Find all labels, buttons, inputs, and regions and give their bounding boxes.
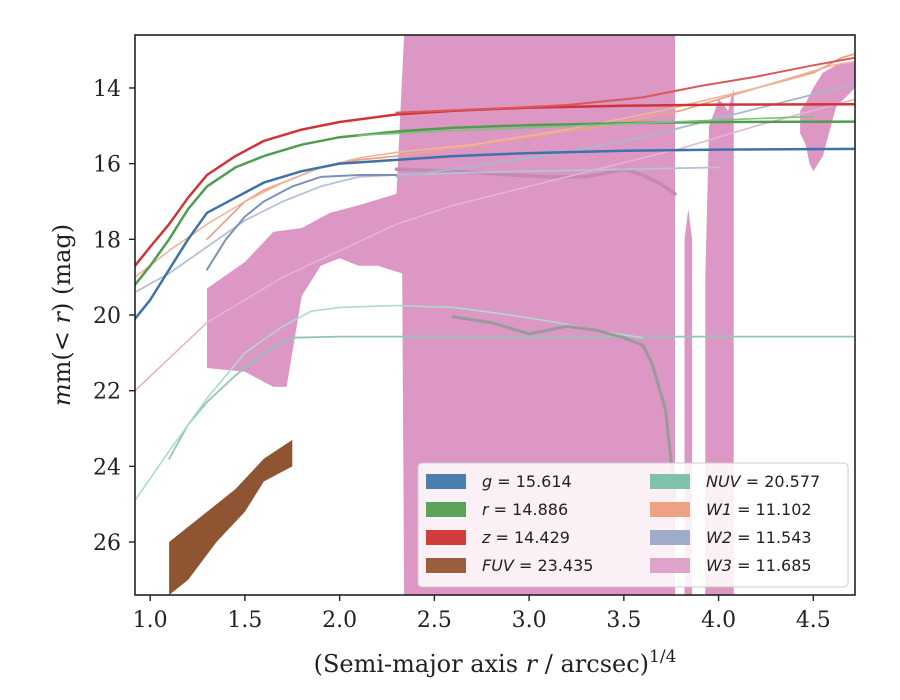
legend: g = 15.614 r = 14.886 z = 14.429 FUV = 23.4… <box>417 462 849 588</box>
x-axis-label: (Semi-major axis r / arcsec)1/4 <box>314 647 677 678</box>
x-tick-label: 2.5 <box>417 608 452 633</box>
band-w3-0 <box>207 35 855 595</box>
legend-swatch-w3 <box>650 558 690 573</box>
legend-swatch-nuv <box>650 474 690 489</box>
legend-label-w2: W2 = 11.543 <box>706 528 812 547</box>
y-tick-label: 24 <box>93 455 121 480</box>
x-tick-label: 3.5 <box>606 608 641 633</box>
x-tick-label: 2.0 <box>322 608 357 633</box>
line-w3-6 <box>135 98 855 392</box>
legend-swatch-w1 <box>650 502 690 517</box>
legend-swatch-z <box>426 530 466 545</box>
legend-swatch-fuv <box>426 558 466 573</box>
legend-swatch-r <box>426 502 466 517</box>
legend-label-z: z = 14.429 <box>481 528 570 547</box>
band-fuv-1 <box>169 439 293 595</box>
legend-frame <box>417 462 849 588</box>
legend-label-w3: W3 = 11.685 <box>706 556 812 575</box>
line-r-14 <box>357 115 815 137</box>
x-tick-label: 4.0 <box>701 608 736 633</box>
series-layer <box>135 35 855 595</box>
legend-label-w1: W1 = 11.102 <box>706 500 812 519</box>
line-w2-7 <box>135 166 720 294</box>
line-w2-8 <box>206 174 398 271</box>
line-g-12 <box>135 147 855 321</box>
y-tick-label: 20 <box>93 304 121 329</box>
x-tick-label: 1.5 <box>227 608 262 633</box>
legend-label-g: g = 15.614 <box>482 472 572 491</box>
legend-label-nuv: NUV = 20.577 <box>706 472 820 491</box>
line-r-13 <box>135 120 855 286</box>
y-tick-label: 18 <box>93 228 121 253</box>
x-axis: 1.0 1.5 2.0 2.5 3.0 3.5 4.0 4.5 <box>133 595 831 633</box>
line-nuv-3 <box>135 304 644 502</box>
line-nuv-5 <box>451 315 677 499</box>
y-tick-label: 26 <box>93 531 121 556</box>
line-w1-11 <box>135 60 855 279</box>
line-z-15 <box>135 102 855 268</box>
y-axis: 14 16 18 20 22 24 26 <box>93 77 135 556</box>
line-w1-10 <box>206 53 855 241</box>
legend-swatch-g <box>426 474 466 489</box>
y-tick-label: 16 <box>93 153 121 178</box>
line-z-16 <box>395 56 855 114</box>
line-w2-9 <box>395 83 855 178</box>
x-tick-label: 3.0 <box>512 608 547 633</box>
x-tick-label: 4.5 <box>796 608 831 633</box>
legend-swatch-w2 <box>650 530 690 545</box>
y-tick-label: 22 <box>93 380 121 405</box>
x-tick-label: 1.0 <box>133 608 168 633</box>
legend-label-r: r = 14.886 <box>482 500 568 519</box>
y-tick-label: 14 <box>93 77 121 102</box>
y-axis-label: mm(< r) (mag) <box>48 224 76 406</box>
legend-label-fuv: FUV = 23.435 <box>482 556 593 575</box>
